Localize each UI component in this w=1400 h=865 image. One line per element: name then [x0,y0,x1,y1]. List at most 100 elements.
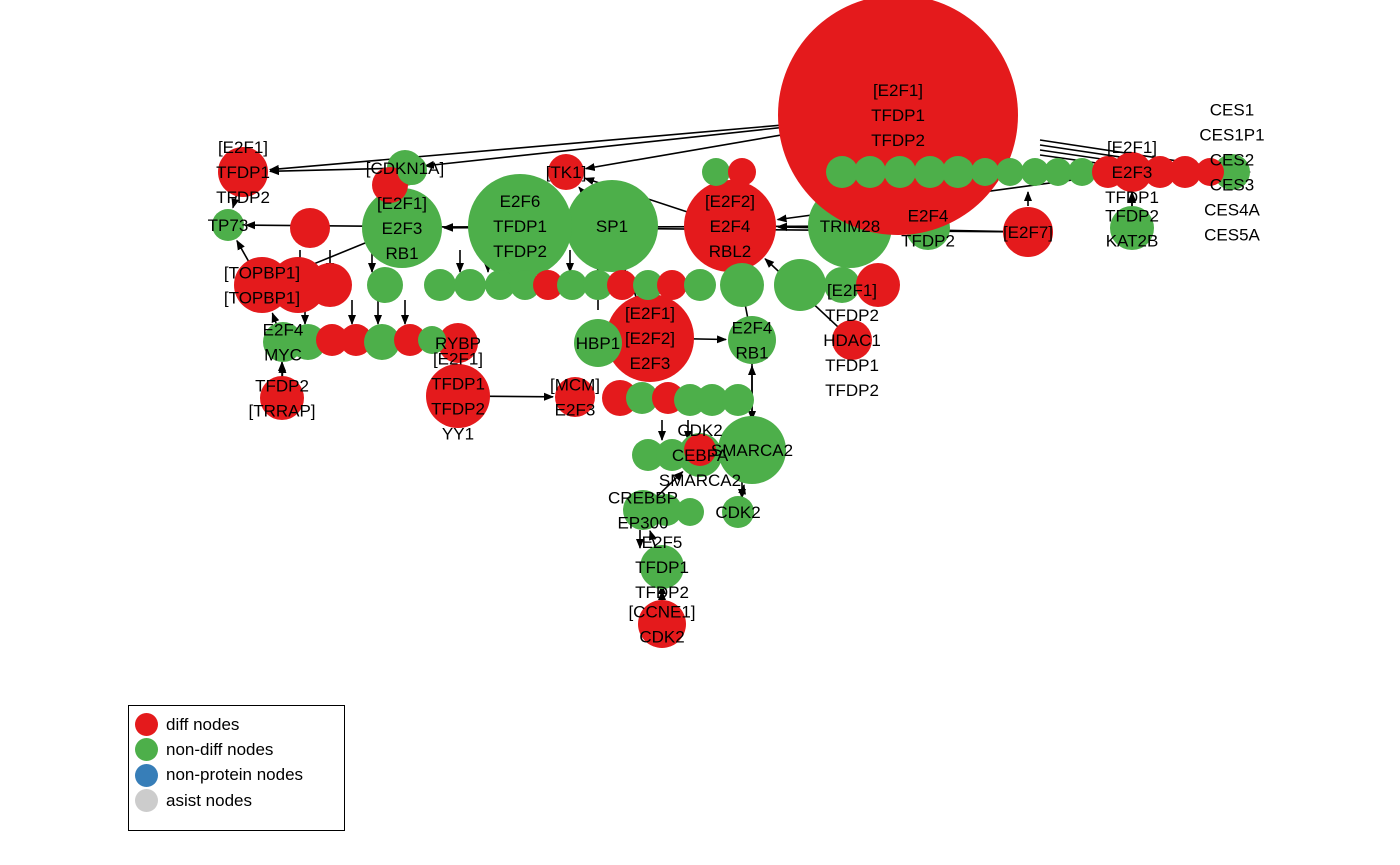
cluster-node-8 [485,270,515,300]
cluster-node-34 [656,439,688,471]
nodes-layer [212,0,1250,648]
node-label-hbp1: HBP1 [576,334,620,353]
node-mcm [555,377,595,417]
node-label-e2f4-myc: E2F4 MYC [263,321,304,365]
node-label-e2f1-tfdp1-left: [E2F1] TFDP1 TFDP2 [216,138,270,207]
cluster-node-43 [884,156,916,188]
cluster-node-25 [394,324,426,356]
node-ces [1214,154,1250,190]
node-label-e2f4-rb1: E2F4 RB1 [732,319,773,363]
cluster-node-3 [270,257,326,313]
node-ccne1-cdk2 [638,600,686,648]
cluster-node-21 [290,324,326,360]
cluster-node-53 [1169,156,1201,188]
node-e2f2-e2f3 [606,294,694,382]
legend-swatch-asist [135,789,158,813]
node-kat2b [1110,206,1154,250]
cluster-node-14 [633,270,663,300]
cluster-node-41 [826,156,858,188]
node-e2f2-rbl2 [684,180,776,272]
node-label-ccne1-cdk2: [CCNE1] CDK2 [628,603,695,647]
legend: diff nodes non-diff nodes non-protein no… [128,705,345,831]
cluster-node-13 [607,270,637,300]
cluster-node-37 [650,494,682,526]
cluster-node-50 [1068,158,1096,186]
node-label-smarca2: SMARCA2 [711,441,793,460]
cluster-node-32 [722,384,754,416]
node-label-cdk2-cebpa: CDK2 CEBPA SMARCA2 [659,421,741,490]
node-e2f4-myc [263,322,303,362]
node-hbp1 [574,319,622,367]
cluster-node-19 [824,267,860,303]
node-smarca2 [718,416,786,484]
cluster-node-30 [674,384,706,416]
cluster-node-31 [696,384,728,416]
legend-item-non-diff: non-diff nodes [135,737,344,762]
cluster-node-7 [454,269,486,301]
node-rybp [438,323,478,363]
node-e2f1-right [1112,152,1152,192]
cluster-node-46 [971,158,999,186]
cluster-node-16 [684,269,716,301]
legend-item-diff: diff nodes [135,712,344,737]
node-label-tfdp2-trrap: TFDP2 [TRRAP] [248,377,315,421]
node-label-e2f5-tfdp1: E2F5 TFDP1 TFDP2 [635,533,689,602]
cluster-node-28 [626,382,658,414]
cluster-node-39 [702,158,730,186]
node-label-trim28: TRIM28 [820,217,880,236]
node-label-e2f2-e2f3: [E2F1] [E2F2] E2F3 [625,304,675,373]
node-cdk2-small [722,496,754,528]
node-label-mcm: [MCM] E2F3 [550,376,600,420]
node-label-e2f3-rb1: [E2F1] E2F3 RB1 [377,194,427,263]
node-label-ces: CES1 CES1P1 CES2 CES3 CES4A CES5A [1199,101,1264,245]
cluster-node-12 [583,270,613,300]
cluster-node-38 [676,498,704,526]
node-label-tk1: [TK1] [546,163,587,182]
cluster-node-23 [340,324,372,356]
edge-e2f1-big-to-e2f1-tfdp1-left [268,120,827,173]
node-label-e2f2-rbl2: [E2F2] E2F4 RBL2 [705,192,755,261]
cluster-node-10 [533,270,563,300]
cluster-node-51 [1092,156,1124,188]
cluster-node-20 [856,263,900,307]
legend-swatch-non-diff [135,738,158,762]
legend-label-non-protein: non-protein nodes [166,765,304,785]
node-e2f1-tfdp1-left [218,147,268,197]
node-label-hdac1: [E2F1] TFDP2 HDAC1 TFDP1 TFDP2 [823,281,881,400]
cluster-node-5 [367,267,403,303]
cluster-node-33 [632,439,664,471]
node-label-e2f4-tfdp2: E2F4 TFDP2 [901,207,955,251]
cluster-node-40 [728,158,756,186]
node-e2f6-tfdp1 [468,174,572,278]
node-e2f1-tfdp1-yy1 [426,364,490,428]
cluster-node-15 [657,270,687,300]
node-tp73 [212,209,244,241]
cluster-node-1 [397,155,427,185]
node-tfdp2-trrap [260,376,304,420]
node-label-rybp: RYBP [435,334,481,353]
node-label-topbp1: [TOPBP1] [TOPBP1] [224,264,300,308]
cluster-node-52 [1144,156,1176,188]
cluster-node-2 [290,208,330,248]
node-label-cdkn1a: [CDKN1A] [366,159,444,178]
cluster-node-17 [720,263,764,307]
cluster-node-26 [418,326,446,354]
node-label-e2f1-right: [E2F1] E2F3 TFDP1 [1105,138,1159,207]
node-label-sp1: SP1 [596,217,628,236]
legend-swatch-diff [135,713,158,737]
legend-label-diff: diff nodes [166,714,240,734]
node-label-e2f6-tfdp1: E2F6 TFDP1 TFDP2 [493,192,547,261]
cluster-node-18 [774,259,826,311]
node-label-crebbp: CREBBP EP300 [608,489,678,533]
node-label-tp73: TP73 [208,216,249,235]
cluster-node-44 [914,156,946,188]
cluster-node-47 [996,158,1024,186]
node-hdac1 [832,320,872,360]
node-label-kat2b: TFDP2 KAT2B [1105,207,1159,251]
legend-label-non-diff: non-diff nodes [166,739,274,759]
node-label-e2f7: [E2F7] [1003,223,1053,242]
cluster-node-48 [1021,158,1049,186]
cluster-node-54 [1196,158,1224,186]
legend-item-asist: asist nodes [135,788,344,813]
